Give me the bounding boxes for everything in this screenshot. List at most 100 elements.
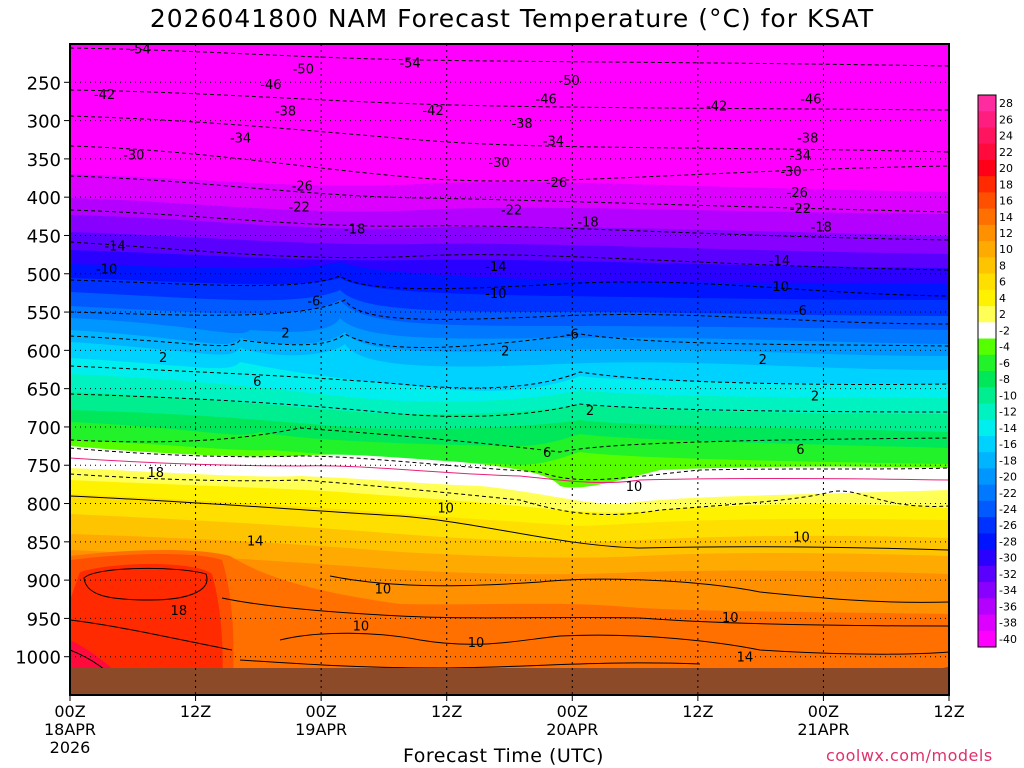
colorbar-label: 8 [999,259,1006,272]
x-tick-label: 12Z [933,702,964,721]
colorbar-label: 26 [999,113,1013,126]
colorbar-label: -38 [999,617,1017,630]
colorbar-swatch [978,371,996,388]
colorbar-swatch [978,111,996,128]
colorbar: 28 26 24 22 20 18 16 14 12 10 8 6 4 2 -2 -4 -6 -8 -10 -12 -1… [977,94,1017,648]
colorbar-label: 4 [999,292,1006,305]
contour-label: -26 [546,176,567,191]
contour-minus-22 [70,299,949,325]
contour-label: -38 [797,131,818,146]
colorbar-label: -12 [999,406,1017,419]
colorbar-label: -16 [999,438,1017,451]
colorbar-label: -28 [999,535,1017,548]
colorbar-label: -22 [999,487,1017,500]
chart-title: 2026041800 NAM Forecast Temperature (°C)… [149,4,875,33]
contour-label: -50 [559,74,580,89]
colorbar-label: -34 [999,584,1017,597]
contour-lines [70,47,949,695]
contour-label: -46 [260,78,281,93]
contour-label: -46 [536,92,557,107]
colorbar-label: -40 [999,633,1017,646]
contour-label: -34 [790,149,811,164]
contour-label: 10 [626,480,643,495]
colorbar-swatch [978,403,996,421]
colorbar-swatch [978,338,996,356]
colorbar-label: 28 [999,97,1013,110]
x-tick-label: 19APR [295,720,347,739]
colorbar-label: -18 [999,454,1017,467]
contour-label: -54 [399,56,420,71]
contour-label: -6 [794,304,807,319]
colorbar-swatch [978,533,996,551]
x-tick-label: 12Z [431,702,462,721]
colorbar-swatch [978,257,996,275]
colorbar-swatch [978,630,996,648]
contour-label: -22 [790,202,811,217]
colorbar-swatch [978,517,996,534]
colorbar-swatch [978,273,996,291]
contour-label: 14 [737,651,754,666]
contour-label: 2 [586,404,594,419]
contour-label: -42 [422,104,443,119]
x-tick-label: 00Z [305,702,336,721]
contour-minus-14 [70,365,949,389]
colorbar-swatch [978,143,996,161]
colorbar-label: 10 [999,243,1013,256]
y-tick-label: 650 [27,380,61,401]
y-tick-label: 750 [27,456,61,477]
colorbar-swatch [978,306,996,323]
y-axis: 250 300 350 400 450 500 550 600 650 700 750 800 850 9… [15,73,70,669]
colorbar-swatch [978,484,996,502]
y-tick-label: 600 [27,341,61,362]
colorbar-label: 18 [999,178,1013,191]
colorbar-label: -10 [999,389,1017,402]
colorbar-swatch [978,565,996,583]
colorbar-swatch [978,289,996,307]
colorbar-swatch [978,598,996,616]
contour-label: 6 [543,446,551,461]
colorbar-label: 6 [999,276,1006,289]
x-tick-label: 00Z [557,702,588,721]
contour-label: 2 [811,390,819,405]
contour-minus-38 [70,175,949,213]
y-tick-label: 300 [27,112,61,133]
contour-label: -10 [485,287,506,302]
contour-label: -26 [292,180,313,195]
contour-label: 2 [159,351,167,366]
contour-label: -14 [485,260,506,275]
x-tick-label: 18APR [44,720,96,739]
contour-minus-42 [70,145,949,182]
colorbar-label: 22 [999,146,1013,159]
x-axis-title: Forecast Time (UTC) [403,745,604,767]
colorbar-swatch [978,549,996,567]
y-tick-label: 900 [27,571,61,592]
source-credit[interactable]: coolwx.com/models [826,746,993,765]
colorbar-label: 16 [999,195,1013,208]
colorbar-swatch [978,95,996,112]
contour-label: -38 [275,105,296,120]
colorbar-label: -2 [999,324,1010,337]
contour-minus-50 [70,89,949,111]
contour-label: -34 [230,131,251,146]
contour-label: 2 [501,344,509,359]
contour-label: 10 [437,501,454,516]
y-tick-label: 450 [27,226,61,247]
x-tick-label: 21APR [797,720,849,739]
colorbar-label: 14 [999,211,1013,224]
colorbar-label: -26 [999,519,1017,532]
contour-label: -50 [293,63,314,78]
colorbar-swatch [978,192,996,210]
contour-label: 10 [353,619,370,634]
contour-plus-10-a [329,575,949,603]
contour-label: 6 [253,375,261,390]
contour-label: 6 [796,443,804,458]
contour-label: -26 [787,186,808,201]
contour-minus-18 [70,333,949,348]
y-tick-label: 250 [27,73,61,94]
colorbar-swatch [978,500,996,518]
contour-minus-26 [70,275,949,297]
contour-label: -42 [706,99,727,114]
colorbar-swatch [978,435,996,453]
x-tick-label: 2026 [50,738,91,757]
